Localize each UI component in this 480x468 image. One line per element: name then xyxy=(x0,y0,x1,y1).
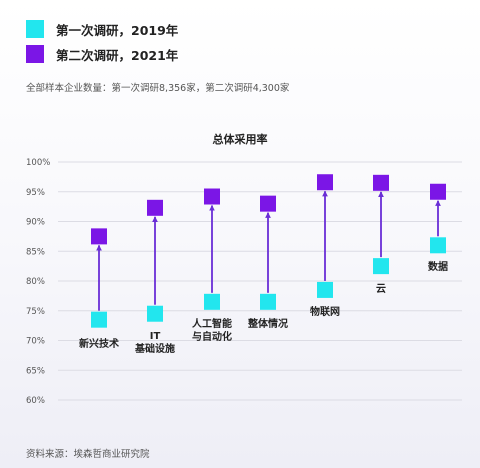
y-tick-label: 100% xyxy=(26,158,50,168)
marker-2021 xyxy=(147,199,163,216)
y-tick-label: 65% xyxy=(26,366,45,376)
source-note: 资料来源：埃森哲商业研究院 xyxy=(26,449,150,460)
category-label: 数据 xyxy=(428,260,448,273)
chart-title: 总体采用率 xyxy=(213,132,268,146)
category-label: 人工智能与自动化 xyxy=(192,317,232,343)
marker-2019 xyxy=(147,305,163,322)
category-label: 新兴技术 xyxy=(79,337,119,350)
category-label: 云 xyxy=(376,283,386,295)
marker-2021 xyxy=(373,174,389,191)
y-tick-label: 60% xyxy=(26,396,45,406)
y-tick-label: 70% xyxy=(26,337,45,347)
marker-2021 xyxy=(91,228,107,245)
marker-2021 xyxy=(204,188,220,205)
marker-2021 xyxy=(260,195,276,212)
category-label: 物联网 xyxy=(310,305,340,318)
marker-2021 xyxy=(317,174,333,191)
marker-2019 xyxy=(430,237,446,254)
y-tick-label: 95% xyxy=(26,188,45,198)
y-tick-label: 80% xyxy=(26,277,45,287)
marker-2019 xyxy=(91,311,107,328)
legend-label-2019: 第一次调研，2019年 xyxy=(56,22,179,38)
marker-2019 xyxy=(204,293,220,310)
category-label: 整体情况 xyxy=(247,317,288,330)
legend-item-2021: 第二次调研，2021年 xyxy=(26,45,178,63)
sample-size-note: 全部样本企业数量：第一次调研8,356家，第二次调研4,300家 xyxy=(26,83,290,94)
y-tick-label: 85% xyxy=(26,247,45,257)
marker-2019 xyxy=(260,293,276,310)
legend-item-2019: 第一次调研，2019年 xyxy=(26,20,178,38)
marker-2021 xyxy=(430,183,446,200)
category-label: IT 基础设施 xyxy=(134,331,175,355)
y-tick-label: 90% xyxy=(26,218,45,228)
legend-label-2021: 第二次调研，2021年 xyxy=(56,47,179,63)
legend-swatch-2021 xyxy=(26,45,44,63)
y-tick-label: 75% xyxy=(26,307,45,317)
legend-swatch-2019 xyxy=(26,20,44,38)
marker-2019 xyxy=(373,258,389,275)
marker-2019 xyxy=(317,281,333,298)
